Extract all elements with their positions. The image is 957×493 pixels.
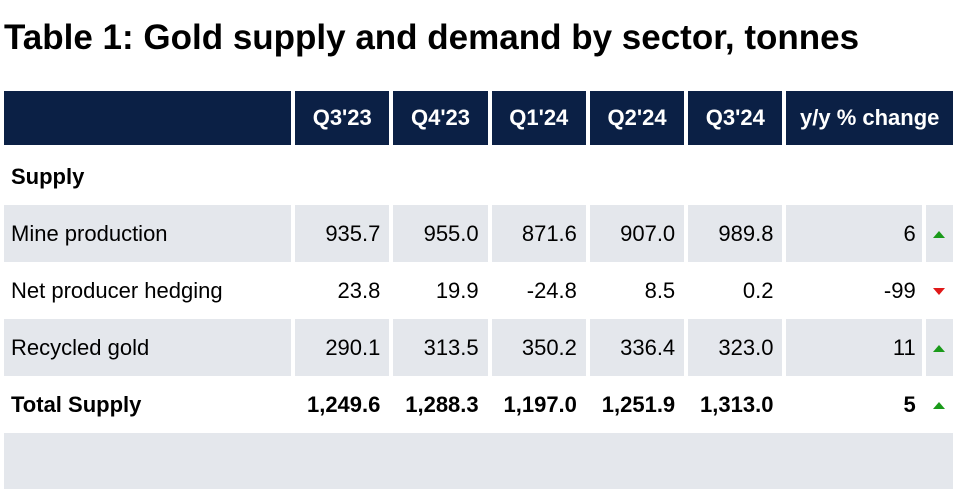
trend-cell [926,262,953,319]
trend-cell [925,205,953,262]
down-arrow-icon [933,288,946,296]
table-row: Mine production 935.7 955.0 871.6 907.0 … [4,205,953,262]
cell-value: 0.2 [742,277,774,303]
empty-shaded-row [4,433,953,489]
cell-value: 1,251.9 [601,391,676,417]
cell-change: 5 [903,391,916,417]
cell-value: 955.0 [393,205,488,262]
cell-value: 350.2 [491,319,586,376]
cell-value: 871.6 [491,205,586,262]
section-row-supply: Supply [4,148,953,205]
row-label: Total Supply [11,391,142,417]
supply-demand-table: Q3'23 Q4'23 Q1'24 Q2'24 Q3'24 y/y % chan… [0,91,957,489]
row-label: Recycled gold [4,319,292,376]
up-arrow-icon [933,231,946,239]
cell-value: -24.8 [526,277,577,303]
header-q4-23: Q4'23 [393,91,488,145]
cell-value: 8.5 [644,277,676,303]
cell-value: 989.8 [688,205,783,262]
up-arrow-icon [933,402,946,410]
table-row: Net producer hedging 23.8 19.9 -24.8 8.5… [4,262,953,319]
row-label: Mine production [4,205,292,262]
trend-cell [926,376,953,433]
cell-value: 290.1 [295,319,390,376]
cell-change: 11 [786,319,922,376]
up-arrow-icon [933,345,946,353]
cell-value: 907.0 [589,205,685,262]
header-q3-23: Q3'23 [295,91,390,145]
cell-value: 323.0 [688,319,783,376]
header-q3-24: Q3'24 [688,91,783,145]
header-yy-change: y/y % change [786,91,953,145]
cell-value: 19.9 [435,277,479,303]
row-label: Net producer hedging [11,277,223,303]
header-blank [4,91,292,145]
section-label: Supply [11,163,85,189]
cell-value: 935.7 [295,205,390,262]
trend-cell [925,319,953,376]
cell-value: 1,249.6 [306,391,381,417]
cell-value: 336.4 [589,319,685,376]
cell-value: 23.8 [337,277,381,303]
table-row: Recycled gold 290.1 313.5 350.2 336.4 32… [4,319,953,376]
page-title: Table 1: Gold supply and demand by secto… [4,18,860,57]
cell-change: -99 [883,277,916,303]
cell-value: 1,197.0 [503,391,577,417]
cell-change: 6 [786,205,922,262]
header-q2-24: Q2'24 [589,91,685,145]
header-q1-24: Q1'24 [491,91,586,145]
total-row: Total Supply 1,249.6 1,288.3 1,197.0 1,2… [4,376,953,433]
cell-value: 313.5 [393,319,488,376]
header-row: Q3'23 Q4'23 Q1'24 Q2'24 Q3'24 y/y % chan… [4,91,953,145]
cell-value: 1,313.0 [700,391,774,417]
cell-value: 1,288.3 [405,391,479,417]
